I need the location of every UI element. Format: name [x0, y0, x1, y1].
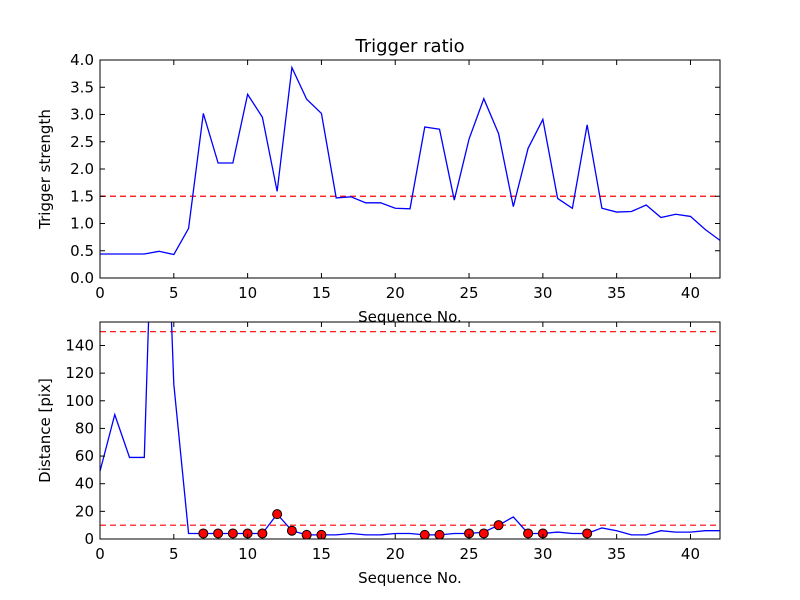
data-point-marker: [582, 528, 593, 539]
x-axis-label: Sequence No.: [358, 308, 462, 326]
x-tick-label: 25: [460, 545, 479, 563]
y-tick-label: 80: [75, 419, 94, 437]
x-tick-label: 35: [607, 545, 626, 563]
distance-chart: 0 5 10 15 20 25 30 35 40 0 20 40 60 80 100 120 140 Sequen…: [36, 321, 721, 587]
x-tick-label: 10: [238, 545, 257, 563]
data-point-marker: [286, 525, 297, 536]
x-tick-label: 30: [533, 284, 552, 302]
x-tick-label: 25: [460, 284, 479, 302]
y-axis-label: Distance [pix]: [36, 378, 54, 483]
y-tick-label: 2.0: [70, 160, 94, 178]
x-tick-label: 40: [681, 545, 700, 563]
y-tick-label: 20: [75, 502, 94, 520]
x-tick-label: 0: [95, 284, 105, 302]
data-point-marker: [419, 529, 430, 539]
y-tick-label: 1.5: [70, 187, 94, 205]
data-point-marker: [523, 528, 534, 539]
x-tick-label: 30: [533, 545, 552, 563]
y-tick-label: 100: [65, 392, 94, 410]
x-axis-label: Sequence No.: [358, 569, 462, 587]
x-tick-label: 20: [386, 545, 405, 563]
data-point-marker: [257, 528, 268, 539]
y-tick-label: 4.0: [70, 51, 94, 69]
data-point-marker: [213, 528, 224, 539]
y-tick-label: 2.5: [70, 133, 94, 151]
x-tick-label: 35: [607, 284, 626, 302]
data-point-marker: [493, 520, 504, 531]
data-point-marker: [478, 528, 489, 539]
x-tick-label: 5: [169, 545, 179, 563]
x-tick-label: 0: [95, 545, 105, 563]
chart-title: Trigger ratio: [354, 36, 464, 57]
series-line: [100, 65, 720, 256]
x-tick-label: 5: [169, 284, 179, 302]
axes-frame: [99, 321, 721, 540]
y-axis-label: Trigger strength: [36, 109, 54, 230]
data-point-marker: [198, 528, 209, 539]
y-tick-label: 60: [75, 447, 94, 465]
data-point-marker: [272, 509, 283, 520]
data-point-marker: [301, 529, 312, 539]
x-tick-label: 15: [312, 545, 331, 563]
y-tick-label: 0.0: [70, 269, 94, 287]
y-tick-label: 1.0: [70, 215, 94, 233]
x-tick-label: 40: [681, 284, 700, 302]
x-tick-label: 15: [312, 284, 331, 302]
y-tick-label: 140: [65, 336, 94, 354]
y-tick-label: 120: [65, 364, 94, 382]
data-point-marker: [227, 528, 238, 539]
trigger-ratio-chart: 0 5 10 15 20 25 30 35 40 0.0 0.5 1.0 1.5 2.0 2.5 3.0 3.5…: [36, 36, 721, 326]
x-tick-label: 10: [238, 284, 257, 302]
y-tick-label: 0.5: [70, 242, 94, 260]
y-tick-label: 3.0: [70, 106, 94, 124]
x-tick-label: 20: [386, 284, 405, 302]
y-tick-label: 0: [84, 530, 94, 548]
data-point-marker: [434, 529, 445, 539]
y-tick-label: 3.5: [70, 78, 94, 96]
y-tick-label: 40: [75, 475, 94, 493]
